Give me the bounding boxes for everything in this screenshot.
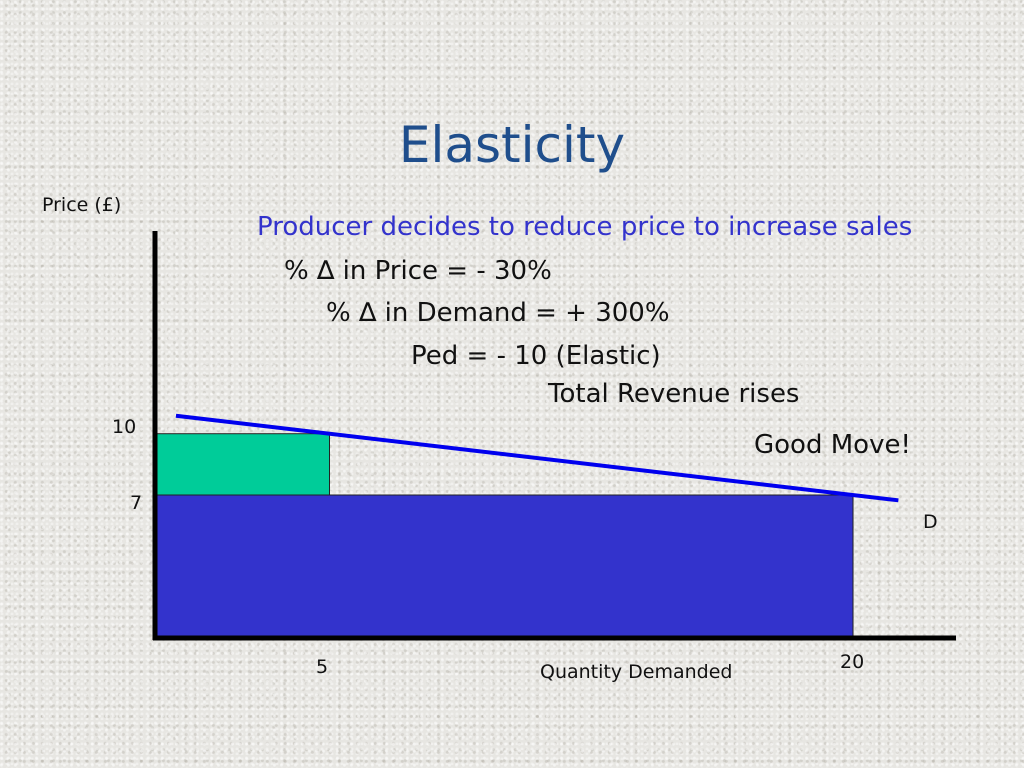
y-axis-label: Price (£): [42, 194, 122, 216]
demand-curve-label: D: [923, 511, 938, 533]
slide-title: Elasticity: [398, 116, 626, 174]
demand-curve: [175, 413, 899, 503]
headline-text: Producer decides to reduce price to incr…: [257, 212, 913, 242]
x-tick-label: 20: [840, 651, 865, 673]
x-axis-label: Quantity Demanded: [540, 661, 733, 683]
price-change-text: % ∆ in Price = - 30%: [284, 256, 552, 286]
x-tick-label: 5: [316, 656, 329, 678]
y-tick-label: 7: [130, 492, 143, 514]
revenue-rect-new: [154, 494, 854, 639]
y-tick-label: 10: [112, 416, 137, 438]
revenue-text: Total Revenue rises: [548, 379, 800, 409]
demand-change-text: % ∆ in Demand = + 300%: [326, 298, 670, 328]
ped-text: Ped = - 10 (Elastic): [411, 341, 661, 371]
verdict-text: Good Move!: [754, 430, 911, 460]
